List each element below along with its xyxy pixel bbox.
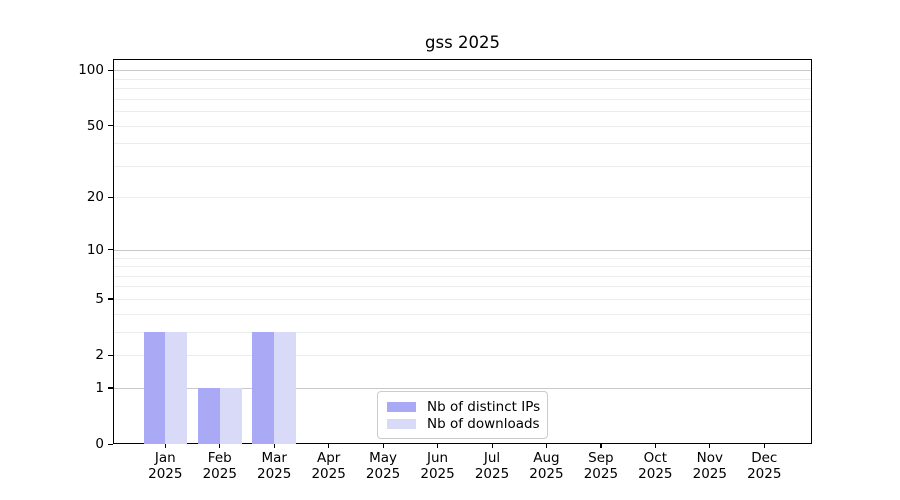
x-tick-label: Feb 2025	[202, 450, 237, 482]
bar-downloads-feb	[219, 387, 242, 444]
y-tick-label: 5	[95, 290, 104, 307]
y-tick-label: 20	[86, 189, 104, 206]
y-tick	[108, 69, 113, 71]
x-tick-label: Oct 2025	[638, 450, 673, 482]
minor-gridline	[114, 111, 811, 113]
x-tick	[545, 444, 548, 448]
x-tick	[328, 444, 330, 448]
y-tick-label: 1	[95, 379, 104, 396]
y-tick	[108, 443, 113, 445]
x-tick-label: Dec 2025	[747, 450, 782, 482]
plot-area: Nb of distinct IPs Nb of downloads	[113, 59, 812, 444]
x-tick-label: Jun 2025	[420, 450, 455, 482]
minor-gridline	[114, 275, 811, 277]
minor-gridline	[114, 331, 811, 333]
minor-gridline	[114, 88, 811, 90]
minor-gridline	[114, 197, 811, 199]
x-tick-label: Nov 2025	[692, 450, 727, 482]
y-tick	[108, 387, 113, 389]
x-tick-label: May 2025	[365, 450, 401, 482]
minor-gridline	[114, 125, 811, 127]
minor-gridline	[114, 298, 811, 300]
y-tick	[108, 354, 113, 356]
chart-title: gss 2025	[425, 33, 500, 52]
minor-gridline	[114, 286, 811, 288]
legend-entry-downloads: Nb of downloads	[387, 416, 540, 432]
major-gridline	[114, 387, 811, 389]
x-tick-label: Jan 2025	[148, 450, 183, 482]
legend-label-downloads: Nb of downloads	[427, 416, 540, 432]
x-tick	[763, 444, 765, 448]
major-gridline	[114, 70, 811, 72]
x-tick	[709, 444, 711, 448]
minor-gridline	[114, 98, 811, 100]
legend-label-distinct-ips: Nb of distinct IPs	[427, 399, 541, 415]
x-tick	[382, 444, 384, 448]
x-tick-label: Apr 2025	[311, 450, 346, 482]
y-tick	[108, 298, 113, 300]
x-tick	[273, 444, 275, 448]
major-gridline	[114, 249, 811, 251]
legend-entry-distinct-ips: Nb of distinct IPs	[387, 399, 541, 415]
bar-distinct-ips-feb	[197, 387, 220, 444]
minor-gridline	[114, 355, 811, 357]
minor-gridline	[114, 78, 811, 80]
minor-gridline	[114, 257, 811, 259]
y-tick	[108, 249, 113, 251]
y-tick	[108, 125, 113, 127]
y-tick-label: 0	[95, 436, 104, 452]
bar-distinct-ips-mar	[252, 331, 275, 444]
bar-downloads-mar	[274, 331, 296, 444]
x-tick	[219, 444, 221, 448]
x-tick	[164, 444, 166, 448]
x-tick-label: Aug 2025	[529, 450, 564, 482]
x-tick-label: Sep 2025	[583, 450, 619, 482]
x-tick	[491, 444, 493, 448]
minor-gridline	[114, 313, 811, 315]
minor-gridline	[114, 165, 811, 167]
y-tick	[108, 196, 113, 199]
legend: Nb of distinct IPs Nb of downloads	[377, 391, 548, 439]
x-tick	[654, 444, 657, 448]
minor-gridline	[114, 143, 811, 145]
bar-distinct-ips-jan	[143, 331, 166, 444]
x-tick-label: Mar 2025	[257, 450, 292, 482]
y-tick-label: 10	[86, 241, 104, 258]
x-tick	[437, 444, 439, 448]
y-tick-label: 100	[78, 62, 104, 79]
minor-gridline	[114, 266, 811, 268]
x-tick	[600, 444, 602, 448]
bar-downloads-jan	[165, 331, 188, 444]
y-tick-label: 50	[86, 117, 104, 134]
x-tick-label: Jul 2025	[474, 450, 510, 482]
legend-swatch-downloads-icon	[387, 419, 416, 429]
y-tick-label: 2	[95, 347, 104, 364]
legend-swatch-distinct-ips-icon	[387, 402, 416, 412]
